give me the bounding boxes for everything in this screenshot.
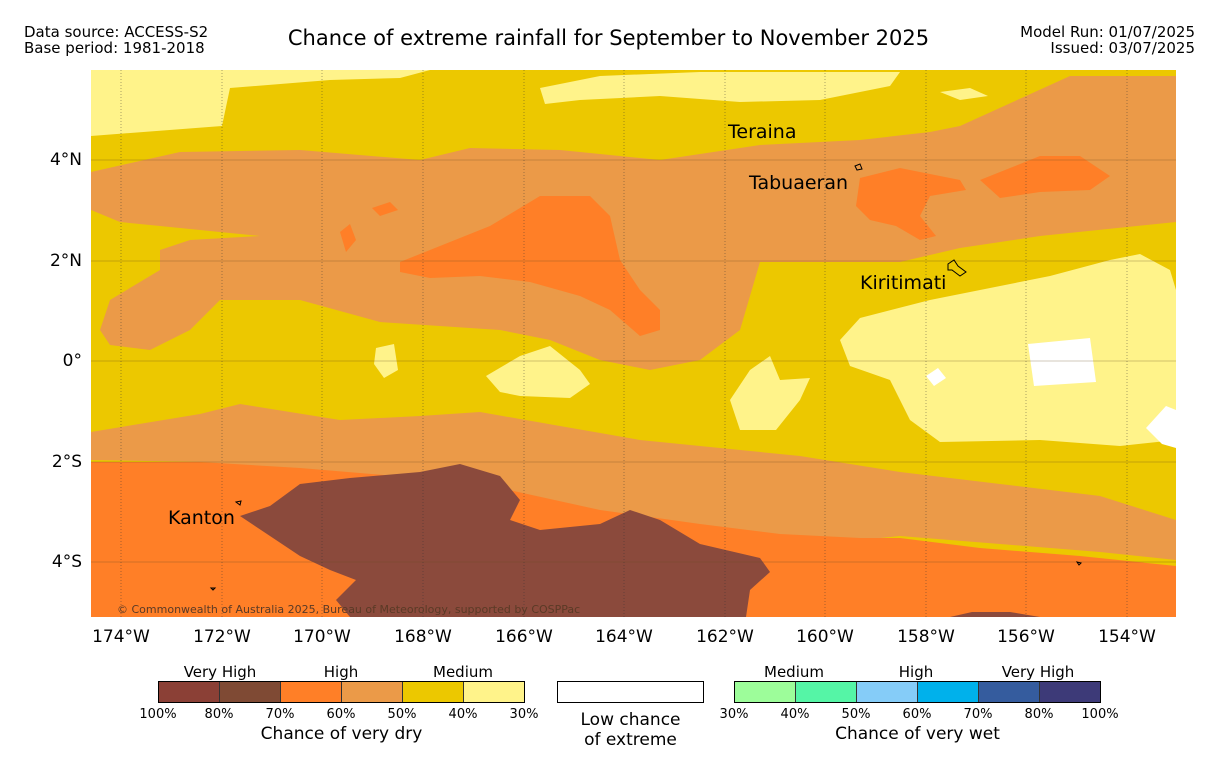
very-high-dry-region — [240, 464, 770, 617]
legend-dry-tick-70: 70% — [265, 707, 295, 722]
small-island-south — [209, 587, 217, 591]
legend-dry-tick-50: 50% — [387, 707, 417, 722]
model-info-block: Model Run: 01/07/2025 Issued: 03/07/2025 — [1020, 24, 1195, 56]
legend-dry-swatch-1 — [159, 682, 220, 702]
legend-dry-category-medium: Medium — [433, 663, 493, 681]
lat-label-2s: 2°S — [51, 452, 82, 472]
legend-wet-swatch-6 — [1040, 682, 1100, 702]
place-kiritimati: Kiritimati — [860, 272, 947, 294]
high-dry-patch-tabuaeran — [856, 168, 966, 240]
high-dry-patch-east — [980, 156, 1110, 198]
legend-wet-category-very-high: Very High — [1001, 663, 1075, 681]
moderate-dry-band-south — [91, 404, 1176, 560]
legend-dry-swatch-3 — [281, 682, 342, 702]
legend-neutral-swatch — [557, 681, 704, 703]
place-kanton: Kanton — [168, 507, 235, 529]
legend-dry-category-very-high: Very High — [183, 663, 257, 681]
legend-dry-category-high: High — [323, 663, 359, 681]
lon-label-172w: 172°W — [193, 627, 251, 647]
lon-label-174w: 174°W — [92, 627, 150, 647]
legend-wet-swatch-5 — [979, 682, 1040, 702]
legend-dry-tick-60: 60% — [326, 707, 356, 722]
high-dry-patch-small — [372, 202, 398, 216]
very-high-dry-region-east — [950, 612, 1040, 617]
legend-dry-tick-80: 80% — [204, 707, 234, 722]
low-chance-region-east — [1146, 406, 1176, 448]
legend-dry-swatch-5 — [403, 682, 464, 702]
lat-label-4n: 4°N — [49, 150, 82, 170]
lon-label-166w: 166°W — [495, 627, 553, 647]
longitude-lines — [120, 70, 1128, 617]
data-source-text: Data source: ACCESS-S2 — [24, 23, 209, 41]
copyright-text: © Commonwealth of Australia 2025, Bureau… — [117, 603, 581, 616]
map-title: Chance of extreme rainfall for September… — [0, 26, 1219, 50]
legend-wet-tick-100: 100% — [1081, 707, 1119, 722]
map-title-text: Chance of extreme rainfall for September… — [287, 26, 930, 50]
legend-wet-tick-80: 80% — [1024, 707, 1054, 722]
legend-wet-category-medium: Medium — [764, 663, 824, 681]
legend-wet-tick-30: 30% — [719, 707, 749, 722]
island-outlines — [209, 163, 1082, 591]
lon-label-164w: 164°W — [595, 627, 653, 647]
pale-region-center — [486, 346, 590, 398]
map-fields — [91, 70, 1176, 617]
data-source-block: Data source: ACCESS-S2 Base period: 1981… — [24, 24, 208, 56]
legend-wet-swatch-2 — [796, 682, 857, 702]
legend-wet-caption: Chance of very wet — [835, 724, 1000, 744]
legend-dry-caption: Chance of very dry — [260, 724, 423, 744]
legend-wet-tick-50: 50% — [841, 707, 871, 722]
pale-region-north — [540, 72, 900, 104]
moderate-dry-band — [91, 76, 1176, 370]
lat-label-0: 0° — [62, 351, 82, 371]
legend-dry-tick-40: 40% — [448, 707, 478, 722]
legend-wet-category-high: High — [898, 663, 934, 681]
pale-region-north-small — [940, 88, 988, 100]
legend-dry-tick-30: 30% — [509, 707, 539, 722]
legend-dry-swatch-4 — [342, 682, 403, 702]
kanton-island — [234, 500, 242, 506]
legend-wet-tick-70: 70% — [963, 707, 993, 722]
small-island-east — [1075, 561, 1082, 566]
legend-wet-colorbar — [734, 681, 1101, 703]
pale-region-nw — [91, 70, 430, 136]
lon-label-170w: 170°W — [293, 627, 351, 647]
lat-label-2n: 2°N — [49, 251, 82, 271]
legend-dry-swatch-2 — [220, 682, 281, 702]
legend-wet-swatch-1 — [735, 682, 796, 702]
place-tabuaeran: Tabuaeran — [749, 172, 849, 194]
legend-dry-colorbar — [158, 681, 525, 703]
base-period-text: Base period: 1981-2018 — [24, 39, 205, 57]
legend-wet-swatch-4 — [918, 682, 979, 702]
issued-text: Issued: 03/07/2025 — [1050, 39, 1195, 57]
lon-label-154w: 154°W — [1098, 627, 1156, 647]
tabuaeran-island — [854, 163, 863, 171]
kiritimati-island — [947, 259, 967, 277]
pale-region-kiritimati — [840, 254, 1176, 446]
place-teraina: Teraina — [728, 121, 797, 143]
legend-neutral-line2: of extreme — [584, 730, 677, 750]
legend-neutral-line1: Low chance — [580, 710, 681, 730]
lon-label-162w: 162°W — [696, 627, 754, 647]
legend-wet-tick-60: 60% — [902, 707, 932, 722]
low-chance-region-small — [926, 368, 946, 386]
high-dry-patch-center — [400, 196, 660, 336]
model-run-text: Model Run: 01/07/2025 — [1020, 23, 1195, 41]
pale-region-center-east — [730, 356, 810, 430]
legend-wet-tick-40: 40% — [780, 707, 810, 722]
lon-label-160w: 160°W — [796, 627, 854, 647]
low-chance-region — [1028, 338, 1096, 386]
lon-label-168w: 168°W — [394, 627, 452, 647]
lon-label-156w: 156°W — [997, 627, 1055, 647]
legend-dry-swatch-6 — [464, 682, 524, 702]
legend-dry-tick-100: 100% — [139, 707, 177, 722]
lat-label-4s: 4°S — [51, 552, 82, 572]
lon-label-158w: 158°W — [897, 627, 955, 647]
high-dry-patch-small-2 — [340, 224, 356, 252]
legend-wet-swatch-3 — [857, 682, 918, 702]
latitude-lines — [91, 159, 1176, 563]
